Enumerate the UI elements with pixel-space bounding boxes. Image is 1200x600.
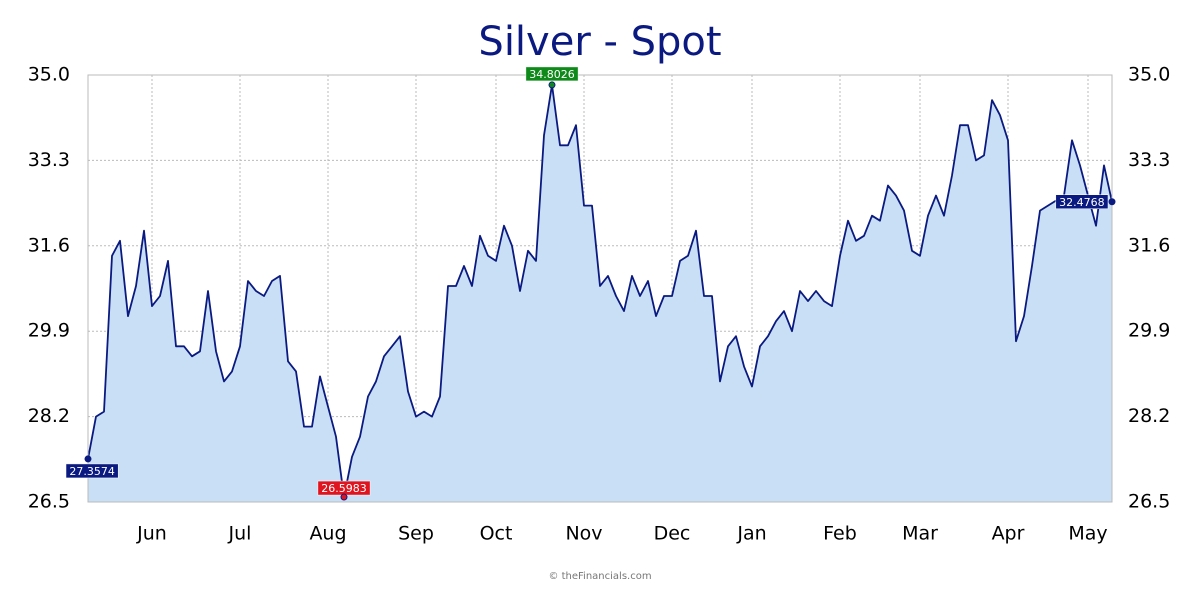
y2-tick-label: 33.3 xyxy=(1128,149,1170,171)
y-tick-label: 26.5 xyxy=(28,491,70,513)
value-label-box xyxy=(1055,194,1109,210)
y2-tick-label: 29.9 xyxy=(1128,320,1170,342)
x-tick-label: Dec xyxy=(654,523,691,545)
x-tick-label: Jul xyxy=(228,523,252,545)
footer: © theFinancials.com xyxy=(548,571,651,582)
x-tick-label: Feb xyxy=(823,523,857,545)
plot-frame xyxy=(87,74,1113,503)
y-tick-label: 29.9 xyxy=(28,320,70,342)
value-label: 32.4768 xyxy=(1059,196,1105,209)
x-tick-label: Jan xyxy=(736,523,766,545)
y-tick-label: 28.2 xyxy=(28,405,70,427)
point xyxy=(340,493,348,501)
point xyxy=(1108,198,1116,206)
y-tick-label: 31.6 xyxy=(28,234,70,256)
value-label: 34.8026 xyxy=(529,68,575,81)
x-tick-label: Nov xyxy=(565,523,602,545)
y2-tick-label: 35.0 xyxy=(1128,64,1170,86)
value-label: 26.5983 xyxy=(321,482,367,495)
x-tick-label: Jun xyxy=(136,523,167,545)
point xyxy=(84,455,92,463)
y2-tick-label: 31.6 xyxy=(1128,234,1170,256)
x-tick-label: Sep xyxy=(398,523,434,545)
x-tick-label: Apr xyxy=(992,523,1025,545)
x-tick-label: Aug xyxy=(309,523,346,545)
x-tick-label: May xyxy=(1068,523,1107,545)
y-tick-label: 33.3 xyxy=(28,149,70,171)
value-label: 27.3574 xyxy=(69,465,115,478)
y2-tick-label: 28.2 xyxy=(1128,405,1170,427)
value-label-box xyxy=(525,66,579,82)
point xyxy=(548,81,556,89)
chart-title: Silver - Spot xyxy=(478,19,721,65)
x-tick-label: Mar xyxy=(902,523,938,545)
x-tick-label: Oct xyxy=(480,523,513,545)
y-tick-label: 35.0 xyxy=(28,64,70,86)
value-label-box xyxy=(65,463,119,479)
line xyxy=(87,84,1113,498)
y2-tick-label: 26.5 xyxy=(1128,491,1170,513)
area xyxy=(88,84,1112,503)
